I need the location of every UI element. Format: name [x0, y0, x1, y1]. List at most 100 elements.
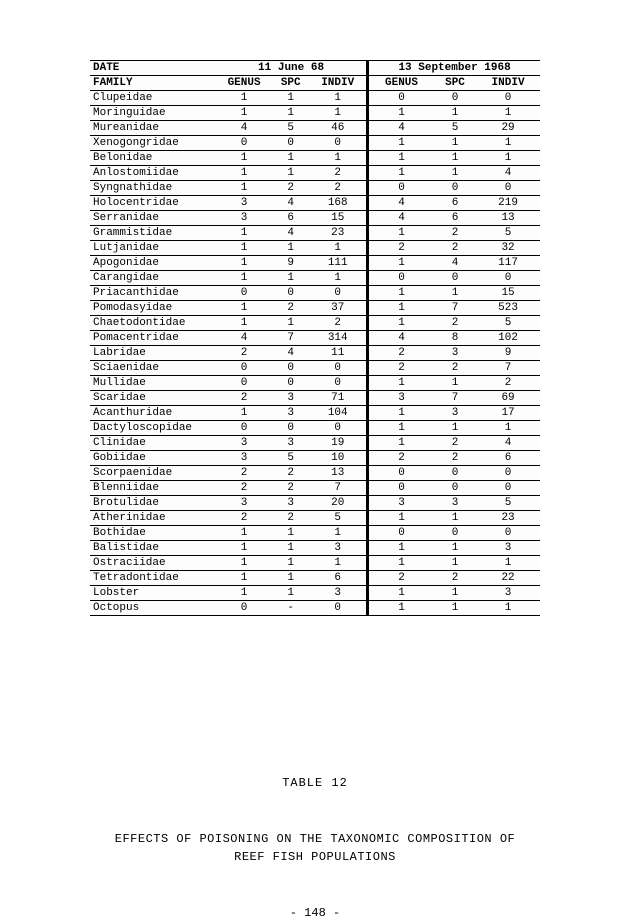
genus1-cell: 4	[216, 121, 272, 136]
spc1-cell: 5	[272, 121, 309, 136]
family-cell: Ostraciidae	[90, 556, 216, 571]
page: DATE 11 June 68 13 September 1968 FAMILY…	[0, 0, 630, 843]
indiv1-cell: 0	[309, 421, 367, 436]
table-row: Lobster113113	[90, 586, 540, 601]
spc1-cell: 9	[272, 256, 309, 271]
genus1-cell: 3	[216, 496, 272, 511]
family-cell: Octopus	[90, 601, 216, 616]
genus2-cell: 1	[368, 226, 434, 241]
date-2: 13 September 1968	[368, 61, 540, 76]
indiv1-cell: 1	[309, 241, 367, 256]
spc1-cell: 4	[272, 226, 309, 241]
genus2-cell: 1	[368, 106, 434, 121]
family-cell: Sciaenidae	[90, 361, 216, 376]
table-row: Scaridae23713769	[90, 391, 540, 406]
table-row: Octopus0-0111	[90, 601, 540, 616]
indiv2-cell: 1	[476, 601, 540, 616]
spc2-cell: 5	[434, 121, 476, 136]
spc2-cell: 1	[434, 556, 476, 571]
table-row: Belonidae111111	[90, 151, 540, 166]
family-cell: Belonidae	[90, 151, 216, 166]
genus1-cell: 4	[216, 331, 272, 346]
genus2-cell: 0	[368, 271, 434, 286]
title-line-2: REEF FISH POPULATIONS	[90, 848, 540, 866]
family-cell: Pomodasyidae	[90, 301, 216, 316]
table-row: Priacanthidae0001115	[90, 286, 540, 301]
indiv1-cell: 0	[309, 376, 367, 391]
table-caption: TABLE 12	[90, 776, 540, 790]
spc2-cell: 0	[434, 466, 476, 481]
spc1-cell: 2	[272, 301, 309, 316]
indiv1-cell: 0	[309, 361, 367, 376]
spc1-cell: 4	[272, 346, 309, 361]
spc2-cell: 6	[434, 211, 476, 226]
genus1-cell: 1	[216, 271, 272, 286]
genus1-cell: 2	[216, 346, 272, 361]
spc1-cell: 2	[272, 481, 309, 496]
spc2-cell: 3	[434, 346, 476, 361]
spc2-cell: 1	[434, 601, 476, 616]
indiv2-cell: 69	[476, 391, 540, 406]
genus2-cell: 1	[368, 586, 434, 601]
genus1-cell: 2	[216, 511, 272, 526]
indiv1-cell: 3	[309, 586, 367, 601]
genus2-cell: 0	[368, 481, 434, 496]
indiv1-cell: 10	[309, 451, 367, 466]
genus2-cell: 1	[368, 286, 434, 301]
spc2-cell: 2	[434, 241, 476, 256]
spc1-cell: 0	[272, 421, 309, 436]
genus1-cell: 1	[216, 301, 272, 316]
spc1-cell: 3	[272, 436, 309, 451]
table-row: Sciaenidae000227	[90, 361, 540, 376]
indiv1-cell: 11	[309, 346, 367, 361]
genus2-cell: 0	[368, 466, 434, 481]
spc1-cell: 5	[272, 451, 309, 466]
spc1-cell: 3	[272, 391, 309, 406]
indiv2-cell: 22	[476, 571, 540, 586]
genus2-cell: 1	[368, 376, 434, 391]
table-row: Clinidae3319124	[90, 436, 540, 451]
spc2-cell: 1	[434, 376, 476, 391]
genus2-cell: 3	[368, 391, 434, 406]
table-row: Xenogongridae000111	[90, 136, 540, 151]
spc2-cell: 2	[434, 451, 476, 466]
spc1-cell: 3	[272, 496, 309, 511]
indiv2-cell: 102	[476, 331, 540, 346]
indiv1-cell: 0	[309, 601, 367, 616]
indiv2-cell: 1	[476, 421, 540, 436]
genus1-cell: 3	[216, 451, 272, 466]
family-cell: Blenniidae	[90, 481, 216, 496]
family-cell: Chaetodontidae	[90, 316, 216, 331]
spc1-cell: 2	[272, 511, 309, 526]
family-cell: Balistidae	[90, 541, 216, 556]
spc1-cell: 1	[272, 526, 309, 541]
spc2-cell: 1	[434, 136, 476, 151]
spc1-cell: 0	[272, 286, 309, 301]
family-cell: Gobiidae	[90, 451, 216, 466]
genus1-cell: 0	[216, 286, 272, 301]
family-cell: Xenogongridae	[90, 136, 216, 151]
genus1-cell: 1	[216, 316, 272, 331]
table-row: Serranidae36154613	[90, 211, 540, 226]
indiv2-cell: 23	[476, 511, 540, 526]
family-cell: Grammistidae	[90, 226, 216, 241]
table-row: Pomacentridae4731448102	[90, 331, 540, 346]
spc1-cell: 1	[272, 241, 309, 256]
indiv1-cell: 71	[309, 391, 367, 406]
family-cell: Apogonidae	[90, 256, 216, 271]
spc1-cell: 1	[272, 571, 309, 586]
indiv2-cell: 1	[476, 136, 540, 151]
family-cell: Acanthuridae	[90, 406, 216, 421]
genus2-cell: 1	[368, 316, 434, 331]
genus2-cell: 1	[368, 421, 434, 436]
family-cell: Tetradontidae	[90, 571, 216, 586]
genus2-cell: 1	[368, 406, 434, 421]
indiv2-cell: 5	[476, 226, 540, 241]
indiv2-cell: 9	[476, 346, 540, 361]
indiv2-cell: 5	[476, 316, 540, 331]
data-table: DATE 11 June 68 13 September 1968 FAMILY…	[90, 60, 540, 616]
spc2-cell: 2	[434, 571, 476, 586]
spc2-cell: 2	[434, 316, 476, 331]
spc2-cell: 0	[434, 526, 476, 541]
table-row: Bothidae111000	[90, 526, 540, 541]
